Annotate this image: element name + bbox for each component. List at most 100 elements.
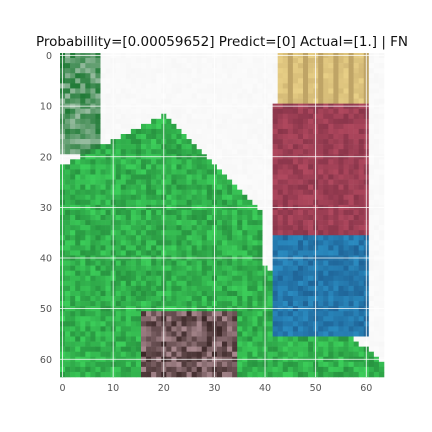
pixel-cell [343, 108, 349, 115]
pixel-cell [151, 63, 157, 69]
pixel-cell [75, 58, 81, 64]
pixel-cell [206, 240, 213, 246]
pixel-cell [115, 98, 122, 104]
pixel-cell [181, 159, 187, 165]
pixel-cell [100, 336, 106, 342]
pixel-cell [171, 270, 177, 277]
pixel-cell [277, 199, 284, 206]
pixel-cell [130, 371, 137, 378]
pixel-cell [292, 260, 299, 266]
pixel-cell [125, 321, 132, 327]
pixel-cell [151, 113, 157, 120]
pixel-cell [151, 245, 157, 251]
pixel-cell [186, 270, 192, 277]
pixel-cell [247, 265, 253, 271]
pixel-cell [328, 184, 334, 190]
pixel-cell [216, 240, 223, 246]
pixel-cell [343, 225, 349, 231]
pixel-cell [146, 321, 152, 327]
pixel-cell [120, 260, 127, 266]
pixel-cell [100, 98, 106, 104]
pixel-cell [196, 68, 203, 74]
pixel-cell [308, 250, 314, 256]
pixel-cell [222, 321, 228, 327]
pixel-cell [156, 93, 162, 99]
pixel-cell [277, 73, 284, 79]
pixel-cell [146, 189, 152, 196]
pixel-cell [100, 88, 106, 94]
pixel-cell [368, 199, 375, 206]
pixel-cell [186, 63, 192, 69]
pixel-cell [125, 285, 132, 292]
pixel-cell [222, 341, 228, 347]
pixel-cell [303, 78, 309, 84]
pixel-cell [222, 215, 228, 221]
pixel-cell [272, 149, 278, 155]
pixel-cell [151, 58, 157, 64]
pixel-cell [191, 351, 197, 358]
pixel-cell [171, 215, 177, 221]
pixel-cell [282, 316, 289, 322]
pixel-cell [232, 301, 238, 307]
pixel-cell [333, 301, 339, 307]
pixel-cell [373, 220, 380, 226]
pixel-cell [80, 139, 86, 145]
pixel-cell [303, 326, 309, 332]
pixel-cell [115, 265, 122, 271]
pixel-cell [115, 366, 122, 373]
pixel-cell [292, 58, 299, 64]
pixel-cell [176, 245, 182, 251]
pixel-cell [353, 159, 359, 165]
pixel-cell [237, 189, 243, 196]
pixel-cell [353, 189, 359, 196]
pixel-cell [272, 159, 278, 165]
pixel-cell [70, 108, 76, 115]
pixel-cell [378, 128, 385, 135]
pixel-cell [151, 164, 157, 170]
pixel-cell [171, 118, 177, 125]
pixel-cell [343, 93, 349, 99]
pixel-cell [358, 215, 365, 221]
pixel-cell [303, 316, 309, 322]
pixel-cell [95, 174, 101, 180]
y-tick-label: 60 [40, 355, 52, 366]
pixel-cell [252, 230, 258, 236]
pixel-cell [252, 311, 258, 317]
pixel-cell [125, 331, 132, 337]
pixel-cell [191, 235, 197, 241]
pixel-cell [146, 118, 152, 125]
pixel-cell [318, 341, 324, 347]
pixel-cell [277, 220, 284, 226]
pixel-cell [151, 98, 157, 104]
pixel-cell [95, 139, 101, 145]
pixel-cell [292, 270, 299, 277]
pixel-cell [308, 93, 314, 99]
pixel-cell [232, 240, 238, 246]
pixel-cell [100, 184, 106, 190]
pixel-cell [90, 209, 96, 216]
pixel-cell [80, 346, 86, 352]
pixel-cell [257, 78, 263, 84]
pixel-cell [303, 341, 309, 347]
pixel-cell [282, 296, 289, 302]
pixel-cell [70, 301, 76, 307]
pixel-cell [378, 290, 385, 297]
pixel-cell [308, 159, 314, 165]
pixel-cell [115, 250, 122, 256]
pixel-cell [227, 169, 233, 175]
pixel-cell [176, 290, 182, 297]
pixel-cell [348, 275, 354, 282]
pixel-cell [201, 113, 208, 120]
pixel-cell [196, 366, 203, 373]
pixel-cell [105, 321, 111, 327]
pixel-cell [353, 280, 359, 287]
pixel-cell [105, 260, 111, 266]
pixel-cell [378, 194, 385, 201]
pixel-cell [135, 230, 142, 236]
pixel-cell [80, 83, 86, 89]
pixel-cell [368, 98, 375, 104]
pixel-cell [303, 346, 309, 352]
pixel-cell [120, 93, 127, 99]
pixel-cell [186, 296, 192, 302]
